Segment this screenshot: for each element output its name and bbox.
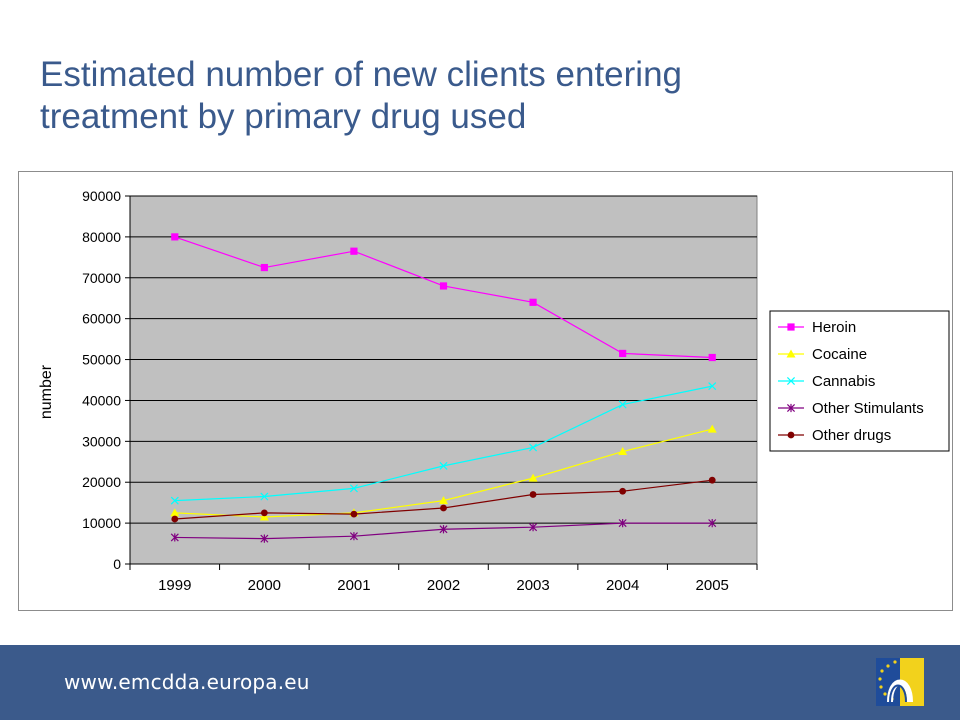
data-point-heroin: [260, 263, 268, 272]
emcdda-logo-icon[interactable]: [876, 658, 924, 706]
data-point-heroin: [529, 298, 537, 306]
data-point-cocaine: [439, 496, 448, 505]
x-tick-label: 2000: [248, 577, 281, 594]
data-point-other-drugs: [440, 504, 447, 512]
data-point-cannabis: [170, 496, 179, 505]
legend-swatch-marker: [787, 323, 795, 331]
legend-swatch-marker: [786, 403, 796, 413]
data-point-other-stimulants: [708, 519, 717, 528]
legend-entry: Cannabis: [812, 373, 875, 390]
data-point-other-drugs: [529, 491, 537, 498]
x-tick-label: 2002: [427, 577, 460, 594]
footer-url[interactable]: www.emcdda.europa.eu: [64, 670, 310, 694]
legend-entry: Cocaine: [812, 346, 867, 363]
x-tick-label: 2005: [696, 577, 729, 594]
data-point-cocaine: [528, 473, 538, 482]
y-tick-label: 70000: [82, 270, 121, 286]
slide-title-line-1: Estimated number of new clients entering: [40, 55, 682, 94]
y-tick-label: 80000: [82, 229, 121, 245]
footer-bar: www.emcdda.europa.eu: [0, 645, 960, 720]
legend-entry: Other drugs: [812, 427, 891, 444]
slide-title-line-2: treatment by primary drug used: [40, 97, 527, 136]
data-point-heroin: [171, 233, 179, 241]
data-point-cocaine: [259, 512, 269, 521]
y-tick-label: 60000: [82, 311, 121, 327]
x-tick-label: 2003: [516, 577, 549, 594]
legend-swatch-marker: [787, 431, 795, 439]
data-point-other-stimulants: [170, 533, 179, 542]
data-point-cannabis: [349, 484, 358, 493]
data-point-cannabis: [708, 382, 717, 391]
data-point-cocaine: [618, 447, 628, 456]
legend-swatch-marker: [786, 349, 796, 358]
y-tick-label: 90000: [82, 188, 121, 204]
data-point-other-stimulants: [349, 532, 358, 541]
data-point-heroin: [439, 282, 448, 290]
data-point-other-stimulants: [439, 525, 448, 534]
data-point-other-drugs: [708, 476, 716, 484]
data-point-heroin: [350, 247, 358, 255]
y-axis-label: number: [38, 364, 55, 419]
data-point-other-stimulants: [618, 519, 627, 528]
legend-swatch-marker: [786, 376, 796, 386]
data-point-cocaine: [170, 508, 180, 517]
data-point-other-stimulants: [260, 534, 269, 543]
data-point-cannabis: [618, 400, 627, 409]
data-point-other-drugs: [260, 509, 268, 517]
legend-entry: Heroin: [812, 319, 856, 336]
x-tick-label: 2001: [337, 577, 370, 594]
y-tick-label: 20000: [82, 474, 121, 490]
line-chart: 0 10000 20000 30000 40000 50000 60000 70000 8000…: [38, 188, 950, 594]
data-point-other-drugs: [619, 487, 627, 495]
data-point-cannabis: [439, 461, 448, 470]
legend-entry: Other Stimulants: [812, 400, 924, 417]
y-tick-label: 10000: [82, 515, 121, 531]
data-point-cannabis: [260, 492, 269, 501]
y-tick-label: 0: [113, 556, 121, 572]
data-point-other-stimulants: [529, 523, 538, 532]
data-point-other-drugs: [350, 510, 358, 518]
data-point-cannabis: [529, 443, 538, 452]
data-point-heroin: [708, 353, 716, 362]
data-point-other-drugs: [171, 515, 179, 523]
data-point-heroin: [619, 349, 627, 358]
x-tick-label: 1999: [158, 577, 191, 594]
x-tick-label: 2004: [606, 577, 639, 594]
y-tick-label: 30000: [82, 433, 121, 449]
data-point-cocaine: [707, 424, 717, 433]
chart-frame: 0 10000 20000 30000 40000 50000 60000 70000 8000…: [18, 171, 953, 611]
y-tick-label: 50000: [82, 352, 121, 368]
y-tick-label: 40000: [82, 392, 121, 408]
slide-title: Estimated number of new clients entering…: [40, 54, 920, 138]
